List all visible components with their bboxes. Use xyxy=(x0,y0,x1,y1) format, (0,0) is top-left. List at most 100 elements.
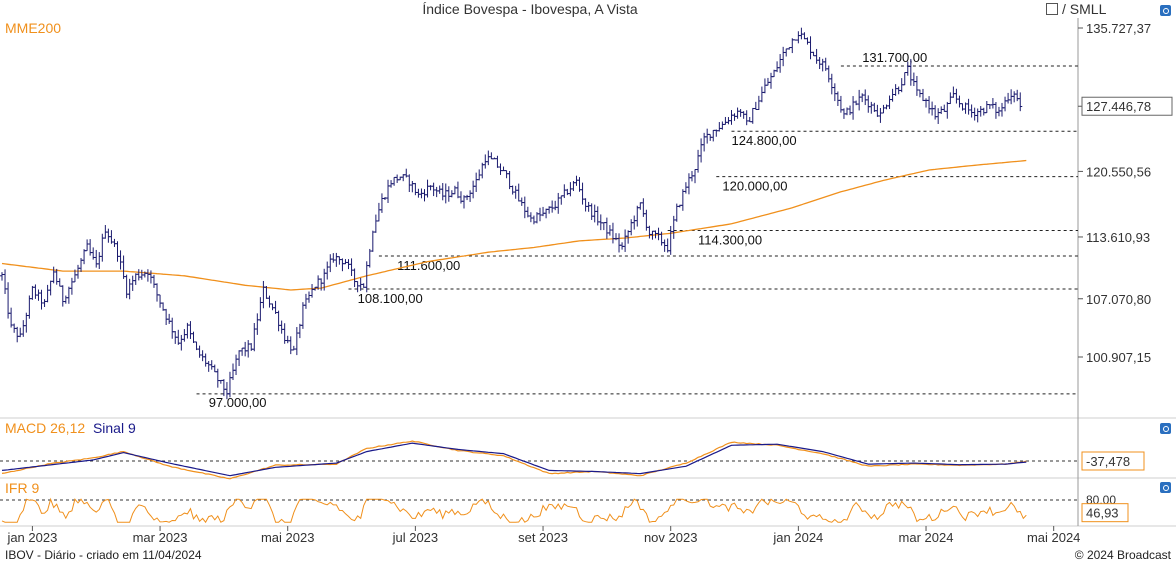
price-bar xyxy=(249,343,254,351)
price-bar xyxy=(237,350,242,367)
price-bar xyxy=(969,104,974,118)
price-bar xyxy=(513,185,518,199)
price-bar xyxy=(516,183,521,202)
price-bar xyxy=(343,259,348,265)
price-bar xyxy=(455,181,460,199)
price-bar xyxy=(63,295,68,304)
price-bar xyxy=(97,252,102,269)
price-bar xyxy=(452,185,457,195)
price-bar xyxy=(209,360,214,370)
price-bar xyxy=(182,329,187,342)
price-bar xyxy=(334,252,339,267)
price-bar xyxy=(407,174,412,193)
scale-toggle[interactable]: / SMLL xyxy=(1046,1,1106,17)
price-tick-label: 120.550,56 xyxy=(1086,164,1151,179)
price-bar xyxy=(57,278,62,287)
price-bar xyxy=(683,182,688,194)
price-bar xyxy=(878,107,883,123)
price-bar xyxy=(954,88,959,104)
price-bar xyxy=(717,122,722,132)
price-bar xyxy=(395,174,400,183)
price-bar xyxy=(741,111,746,119)
signal-line xyxy=(1,442,1027,477)
price-bar xyxy=(39,289,44,310)
price-bar xyxy=(775,61,780,73)
price-bar xyxy=(179,334,184,351)
price-bar xyxy=(866,95,871,113)
price-bar xyxy=(392,176,397,186)
price-bar xyxy=(975,108,980,123)
price-bar xyxy=(300,302,305,329)
price-bar xyxy=(191,331,196,343)
x-tick-label: nov 2023 xyxy=(644,530,698,545)
x-tick-label: set 2023 xyxy=(518,530,568,545)
price-bar xyxy=(337,256,342,265)
price-bar xyxy=(705,128,710,144)
price-bar xyxy=(440,182,445,201)
price-bar xyxy=(176,329,181,345)
price-bar xyxy=(410,180,415,193)
price-bar xyxy=(927,96,932,114)
price-bar xyxy=(948,92,953,105)
price-bar xyxy=(592,204,597,223)
price-bar xyxy=(501,166,506,172)
price-bar xyxy=(702,132,707,152)
ifr-panel-settings-icon[interactable] xyxy=(1160,482,1171,493)
price-bar xyxy=(215,368,220,388)
price-bar xyxy=(21,320,26,337)
price-bar xyxy=(887,95,892,109)
x-tick-label: jan 2023 xyxy=(6,530,57,545)
price-bar xyxy=(981,107,986,116)
price-bar xyxy=(693,169,698,184)
price-bar xyxy=(817,57,822,70)
price-bar xyxy=(835,91,840,107)
price-bar xyxy=(373,214,378,233)
price-bar xyxy=(945,101,950,119)
price-panel-settings-icon[interactable] xyxy=(1160,5,1171,16)
price-bar xyxy=(486,150,491,166)
price-bar xyxy=(325,261,330,280)
price-bar xyxy=(984,101,989,114)
checkbox-icon[interactable] xyxy=(1046,3,1058,15)
price-bar xyxy=(212,364,217,373)
price-bar xyxy=(893,84,898,96)
price-bar xyxy=(556,192,561,214)
price-bar xyxy=(857,89,862,111)
price-bar xyxy=(574,175,579,186)
price-bar xyxy=(832,83,837,102)
ifr-value-label: 46,93 xyxy=(1086,506,1119,521)
price-bar xyxy=(550,200,555,213)
price-bar xyxy=(869,101,874,114)
price-bar xyxy=(170,317,175,339)
level-label: 108.100,00 xyxy=(358,291,423,306)
scale-label: / SMLL xyxy=(1062,1,1107,17)
price-bar xyxy=(118,250,123,270)
price-bar xyxy=(267,295,272,308)
price-bar xyxy=(595,206,600,226)
price-bar xyxy=(942,104,947,112)
price-bar xyxy=(349,258,354,277)
price-bar xyxy=(671,215,676,239)
price-bar xyxy=(376,202,381,222)
price-bar xyxy=(531,215,536,225)
macd-panel-settings-icon[interactable] xyxy=(1160,423,1171,434)
price-tick-label: 100.907,15 xyxy=(1086,350,1151,365)
price-bar xyxy=(875,104,880,117)
price-bar xyxy=(285,335,290,344)
price-bar xyxy=(756,95,761,110)
price-bar xyxy=(796,31,801,44)
price-bar xyxy=(890,88,895,102)
price-bar xyxy=(367,248,372,268)
x-tick-label: mar 2024 xyxy=(899,530,954,545)
price-bar xyxy=(951,86,956,98)
price-bar xyxy=(231,363,236,381)
price-bar xyxy=(306,291,311,303)
price-bar xyxy=(88,239,93,256)
price-bar xyxy=(939,106,944,115)
price-bar xyxy=(489,152,494,160)
price-bar xyxy=(966,98,971,115)
price-bar xyxy=(106,228,111,243)
price-bar xyxy=(54,268,59,285)
price-bar xyxy=(732,113,737,121)
price-bar xyxy=(130,275,135,291)
